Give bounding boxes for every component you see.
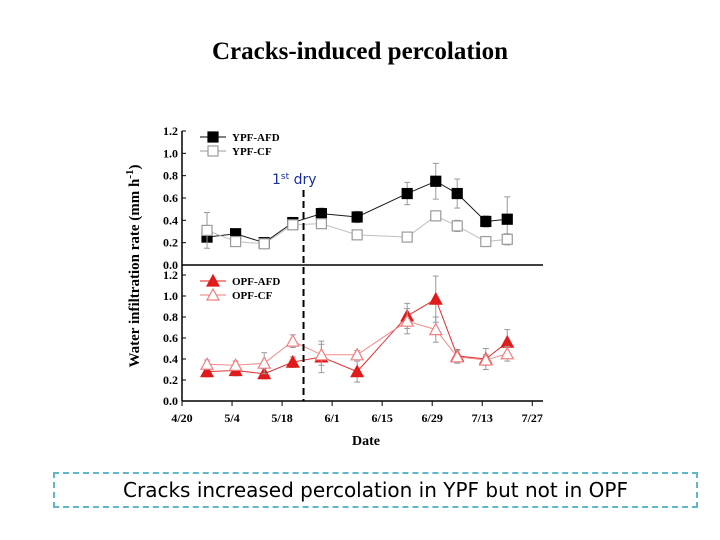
y-tick-label: 0.2 [163,236,178,250]
data-point [315,208,327,220]
y-axis-label-sup: -1 [124,169,136,178]
series-ypf-cf [201,210,513,250]
data-point [401,187,413,200]
data-point [401,231,413,243]
legend-label: OPF-AFD [232,276,280,288]
x-tick-label: 7/13 [472,411,493,425]
legend-label: YPF-CF [232,146,272,158]
legend-label: OPF-CF [232,290,273,302]
y-tick-label: 0.4 [163,213,178,227]
data-point [285,333,300,347]
x-axis-label: Date [352,434,380,449]
y-tick-label: 0.0 [163,258,178,272]
x-tick-label: 6/29 [422,411,443,425]
data-point [350,347,365,361]
data-point [201,224,213,236]
data-point [451,220,463,232]
y-tick-label: 0.0 [163,394,178,408]
data-point [430,210,442,222]
y-tick-label: 0.8 [163,310,178,324]
annotation-num: 1 [272,172,281,188]
data-point [200,364,215,378]
data-point [480,235,492,248]
data-point [314,347,329,361]
data-point [207,145,219,157]
data-point [200,356,215,370]
data-point [428,322,443,336]
data-point [258,238,270,250]
series-opf-cf [200,308,515,375]
annotation-rest: dry [289,172,316,188]
data-point [400,313,415,327]
data-point [285,354,300,368]
data-point [257,355,272,369]
y-axis-label-main: Water infiltration rate (mm h [127,178,143,368]
data-point [430,175,442,187]
data-point [351,229,363,241]
data-point [205,287,221,301]
data-point [500,346,515,360]
data-point [478,352,493,366]
y-tick-label: 0.6 [163,331,178,345]
x-tick-label: 6/15 [371,411,392,425]
data-point [205,273,221,287]
x-tick-label: 5/4 [224,411,239,425]
x-tick-label: 7/27 [522,411,543,425]
y-tick-label: 1.0 [163,289,178,303]
y-axis-label-close: ) [127,164,143,169]
data-point [230,235,242,248]
y-tick-label: 1.2 [163,124,178,138]
y-tick-label: 1.2 [163,268,178,282]
y-tick-label: 0.2 [163,373,178,387]
infiltration-chart: Water infiltration rate (mm h-1) 4/20 5/4 5… [124,124,543,449]
caption-box: Cracks increased percolation in YPF but … [53,472,698,508]
y-axis-label: Water infiltration rate (mm h-1) [124,164,143,367]
legend-label: YPF-AFD [232,132,280,144]
data-point [228,358,243,371]
data-point [450,349,465,363]
data-point [428,291,443,305]
data-point [501,233,513,245]
annotation-sup: st [281,172,290,182]
data-point [287,219,299,231]
chart-panel-bottom: 0.0 0.2 0.4 0.6 0.8 1.0 1.2 OPF-AFD OPF-CF [163,268,515,408]
data-point [315,218,327,230]
data-point [501,213,513,225]
x-tick-label: 6/1 [324,411,339,425]
data-point [351,211,363,223]
first-dry-annotation: 1st dry [272,172,317,188]
x-tick-label: 4/20 [171,411,192,425]
y-tick-label: 0.6 [163,191,178,205]
caption-text: Cracks increased percolation in YPF but … [123,478,628,502]
data-point [500,334,515,348]
y-tick-label: 0.8 [163,169,178,183]
y-tick-label: 1.0 [163,146,178,160]
data-point [350,364,365,378]
slide-title: Cracks-induced percolation [211,38,509,65]
x-tick-label: 5/18 [271,411,292,425]
chart-panel-top: 0.0 0.2 0.4 0.6 0.8 1.0 1.2 YPF-AFD YPF-CF [163,124,513,272]
y-tick-label: 0.4 [163,352,178,366]
data-point [451,187,463,200]
data-point [207,131,219,143]
data-point [480,215,492,228]
